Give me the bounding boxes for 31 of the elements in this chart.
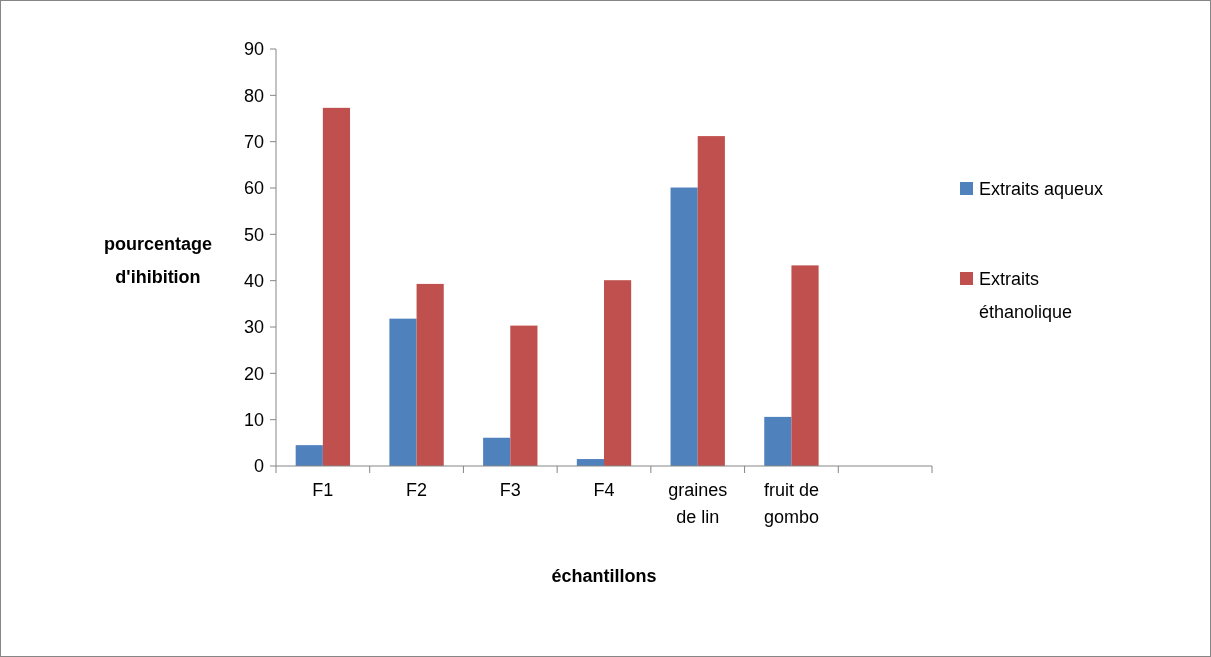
- x-tick-label: fruit de gombo: [763, 480, 819, 527]
- bar: [295, 445, 323, 466]
- x-tick-label: F3: [499, 480, 521, 500]
- bar: [764, 416, 792, 466]
- x-tick-label: graines de lin: [668, 480, 728, 527]
- y-tick-label: 10: [243, 409, 264, 430]
- y-tick-label: 60: [243, 178, 264, 199]
- x-tick-label: F1: [312, 480, 334, 500]
- legend-label: Extraits éthanolique: [979, 269, 1073, 322]
- bar: [389, 318, 417, 466]
- bar: [697, 136, 725, 466]
- bar: [510, 325, 538, 466]
- bar: [791, 265, 819, 466]
- bar: [670, 187, 698, 466]
- y-tick-label: 0: [253, 456, 264, 477]
- x-axis-title: échantillons: [551, 566, 657, 586]
- legend-label: Extraits aqueux: [979, 179, 1104, 199]
- bar: [416, 283, 444, 466]
- y-axis-title: pourcentage d'ihibition: [103, 234, 213, 287]
- x-tick-label: F4: [593, 480, 615, 500]
- y-tick-label: 80: [243, 85, 264, 106]
- y-tick-label: 30: [243, 317, 264, 338]
- bar: [322, 107, 351, 466]
- y-tick-label: 20: [243, 363, 264, 384]
- y-tick-label: 50: [243, 224, 264, 245]
- bar: [483, 437, 511, 466]
- y-tick-label: 40: [243, 270, 264, 291]
- x-tick-label: F2: [406, 480, 428, 500]
- bar: [604, 280, 632, 466]
- y-tick-label: 70: [243, 131, 264, 152]
- y-tick-label: 90: [243, 39, 264, 60]
